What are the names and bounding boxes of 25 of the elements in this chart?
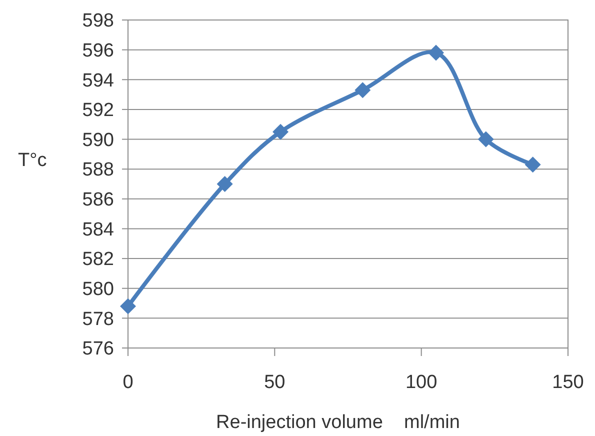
y-tick-label: 598 [82, 10, 114, 32]
y-tick-label: 582 [82, 249, 114, 270]
x-axis-title: Re-injection volume ml/min [216, 412, 460, 433]
point [428, 44, 444, 61]
y-tick-label: 584 [82, 219, 114, 240]
point [354, 82, 371, 98]
point [478, 131, 494, 148]
x-tick-label: 150 [552, 372, 584, 393]
y-tick-label: 586 [82, 190, 114, 211]
y-tick-label: 578 [82, 308, 114, 330]
y-tick-label: 576 [82, 338, 114, 360]
y-axis-title: T°c [18, 150, 47, 171]
y-tick-label: 594 [82, 70, 114, 92]
y-tick-label: 590 [82, 130, 114, 151]
y-tick-label: 592 [82, 100, 114, 122]
point [120, 298, 136, 314]
x-tick-label: 50 [264, 372, 286, 393]
x-tick-label: 100 [405, 372, 438, 393]
point [272, 124, 289, 140]
point [216, 176, 233, 192]
point [524, 156, 541, 173]
y-tick-label: 580 [82, 279, 114, 300]
y-tick-label: 596 [82, 40, 114, 62]
x-tick-label: 0 [122, 372, 134, 393]
y-tick-label: 588 [82, 160, 114, 181]
